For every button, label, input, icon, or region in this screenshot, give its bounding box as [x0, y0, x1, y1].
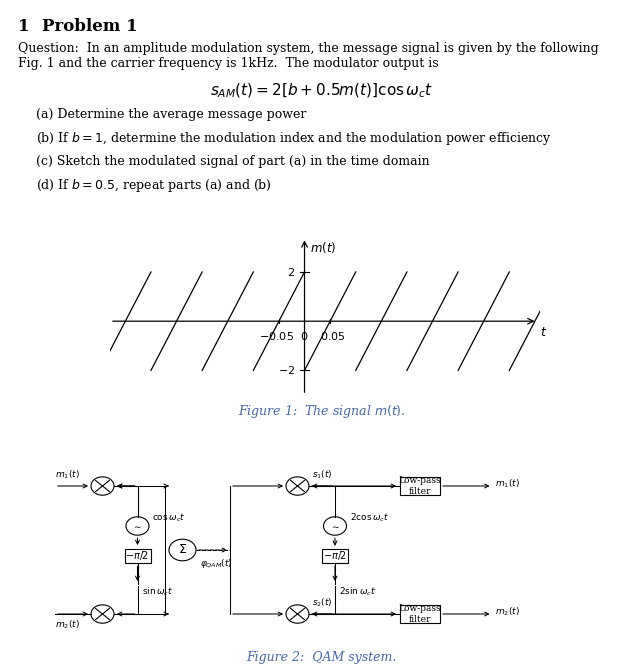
Text: $-0.05$: $-0.05$ [259, 330, 294, 342]
Text: $s_1(t)$: $s_1(t)$ [312, 469, 333, 481]
Text: $m_1(t)$: $m_1(t)$ [495, 478, 520, 490]
Text: $s_2(t)$: $s_2(t)$ [312, 597, 333, 609]
Text: Fig. 1 and the carrier frequency is 1kHz.  The modulator output is: Fig. 1 and the carrier frequency is 1kHz… [18, 57, 439, 70]
Text: $\sin \omega_c t$: $\sin \omega_c t$ [141, 586, 173, 599]
Bar [400, 605, 440, 623]
Text: $0$: $0$ [300, 330, 309, 342]
Text: Low-pass
filter: Low-pass filter [399, 605, 441, 624]
Text: $m(t)$: $m(t)$ [310, 240, 336, 255]
Text: Figure 2:  QAM system.: Figure 2: QAM system. [246, 651, 397, 664]
Text: $m_2(t)$: $m_2(t)$ [55, 619, 80, 631]
Text: (a) Determine the average message power: (a) Determine the average message power [36, 108, 306, 121]
Bar [322, 549, 348, 563]
Text: Low-pass
filter: Low-pass filter [399, 476, 441, 496]
Text: Figure 1:  The signal $m(t)$.: Figure 1: The signal $m(t)$. [238, 403, 405, 420]
Text: Question:  In an amplitude modulation system, the message signal is given by the: Question: In an amplitude modulation sys… [18, 42, 599, 55]
Text: $s_{AM}(t) = 2[b + 0.5m(t)]\cos \omega_c t$: $s_{AM}(t) = 2[b + 0.5m(t)]\cos \omega_c… [210, 82, 433, 100]
Text: $2$: $2$ [287, 266, 295, 278]
Bar [125, 549, 150, 563]
Text: $-\pi/2$: $-\pi/2$ [323, 550, 347, 562]
Text: (b) If $b = 1$, determine the modulation index and the modulation power efficien: (b) If $b = 1$, determine the modulation… [36, 130, 552, 147]
Text: $\sim$: $\sim$ [132, 522, 143, 530]
Text: $\sim$: $\sim$ [330, 522, 340, 530]
Text: $m_2(t)$: $m_2(t)$ [495, 606, 520, 619]
Text: $-\pi/2$: $-\pi/2$ [125, 550, 150, 562]
Text: 1: 1 [18, 18, 30, 35]
Text: $-2$: $-2$ [278, 365, 295, 377]
Text: Problem 1: Problem 1 [42, 18, 138, 35]
Text: $\Sigma$: $\Sigma$ [178, 542, 187, 556]
Text: $\cos \omega_c t$: $\cos \omega_c t$ [152, 512, 186, 524]
Bar [400, 477, 440, 495]
Text: $2\sin \omega_c t$: $2\sin \omega_c t$ [339, 586, 376, 599]
Text: (c) Sketch the modulated signal of part (a) in the time domain: (c) Sketch the modulated signal of part … [36, 155, 430, 168]
Text: $\varphi_{QAM}(t)$: $\varphi_{QAM}(t)$ [200, 557, 233, 570]
Text: $0.05$: $0.05$ [320, 330, 345, 342]
Text: $2\cos \omega_c t$: $2\cos \omega_c t$ [350, 512, 390, 524]
Text: $t$: $t$ [540, 326, 547, 339]
Text: (d) If $b = 0.5$, repeat parts (a) and (b): (d) If $b = 0.5$, repeat parts (a) and (… [36, 177, 272, 194]
Text: $m_1(t)$: $m_1(t)$ [55, 469, 80, 481]
